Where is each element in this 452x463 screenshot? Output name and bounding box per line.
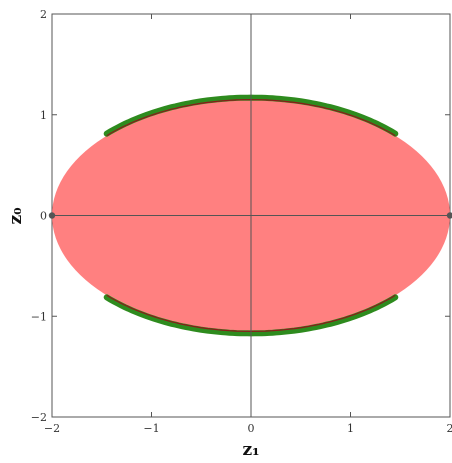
y-tick-label: −2: [31, 411, 47, 424]
end-point-layer: [48, 212, 452, 219]
x-tick-label: 1: [347, 422, 354, 435]
y-tick-label: 1: [40, 109, 47, 122]
y-tick-label: 2: [40, 8, 47, 21]
end-point: [446, 212, 452, 219]
x-tick-label: −1: [143, 422, 159, 435]
end-point: [48, 212, 56, 219]
y-axis-label: z₀: [6, 207, 26, 224]
x-tick-label: −2: [44, 422, 60, 435]
origin-axes: [52, 14, 450, 417]
y-tick-label: 0: [40, 210, 47, 223]
x-tick-label: 0: [248, 422, 255, 435]
tick-layer: −2 −1 0 1 2 −2 −1 0 1 2: [31, 8, 452, 435]
x-tick-label: 2: [447, 422, 452, 435]
x-axis-label: z₁: [242, 440, 259, 460]
y-tick-label: −1: [31, 310, 47, 323]
